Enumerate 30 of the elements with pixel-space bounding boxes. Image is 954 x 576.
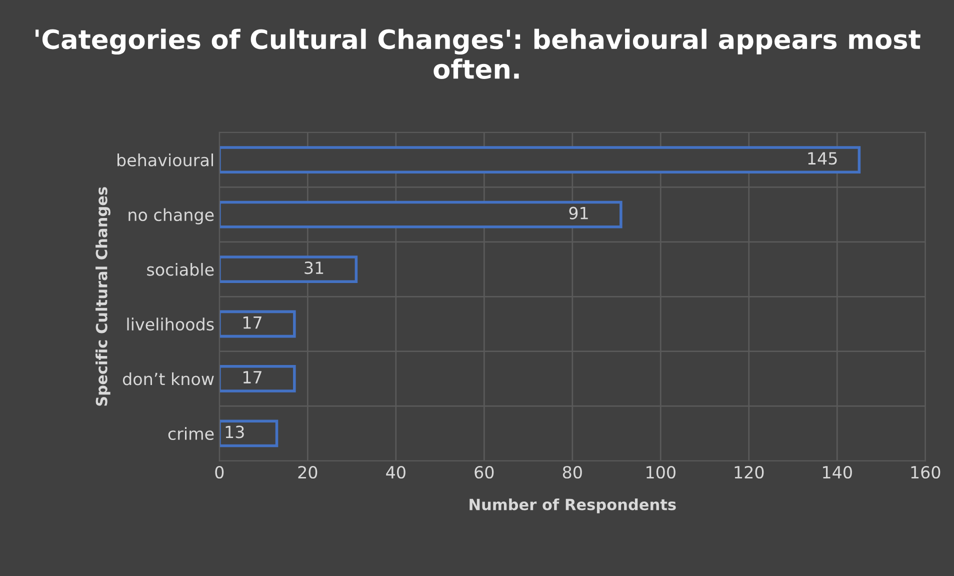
bar [219, 200, 622, 228]
y-tick-label: don’t know [122, 372, 214, 386]
x-tick-label: 0 [215, 466, 224, 479]
data-label: 31 [304, 262, 324, 274]
bar [219, 310, 296, 338]
bar [219, 256, 358, 283]
chart-title: 'Categories of Cultural Changes': behavioural appears most often. [36, 28, 920, 79]
y-tick-label: no change [128, 208, 214, 224]
x-tick-label: 40 [386, 466, 406, 479]
y-tick-label: sociable [147, 262, 214, 276]
y-tick-label: crime [168, 427, 214, 440]
x-tick-label: 160 [911, 466, 940, 479]
bar [219, 365, 296, 392]
x-tick-label: 20 [298, 466, 318, 479]
bar [219, 146, 861, 174]
bar [219, 420, 278, 448]
data-label: 17 [243, 371, 262, 384]
data-label: 13 [226, 426, 244, 438]
y-tick-label: behavioural [118, 154, 213, 166]
data-label: 91 [569, 206, 588, 220]
y-axis-title: Specific Cultural Changes [96, 187, 110, 406]
x-tick-label: 80 [562, 466, 582, 479]
x-tick-label: 120 [734, 466, 764, 479]
y-tick-label: livelihoods [127, 318, 214, 331]
x-tick-label: 140 [823, 466, 852, 479]
data-label: 17 [243, 316, 262, 329]
x-tick-label: 60 [474, 466, 494, 479]
x-axis-title: Number of Respondents [470, 498, 676, 514]
x-tick-label: 100 [646, 466, 676, 479]
data-label: 145 [808, 152, 837, 165]
